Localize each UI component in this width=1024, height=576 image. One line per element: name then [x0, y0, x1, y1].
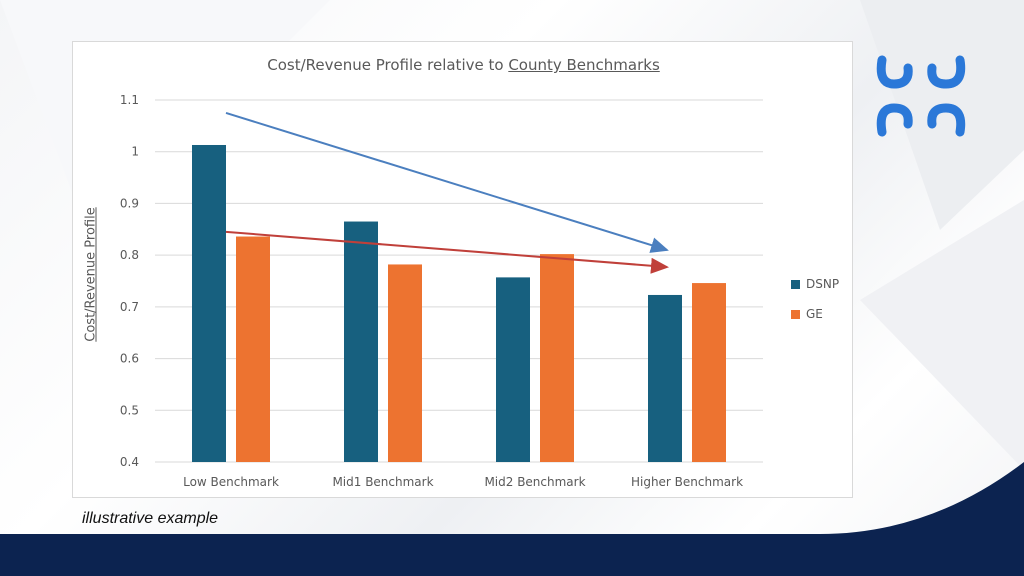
- bar-dsnp: [648, 294, 682, 462]
- y-tick-label: 0.4: [120, 455, 139, 469]
- bar-ge: [388, 264, 422, 462]
- background-facet: [860, 0, 1024, 230]
- x-tick-label: Mid2 Benchmark: [484, 475, 585, 489]
- logo-stroke: [876, 55, 913, 89]
- chart-title: Cost/Revenue Profile relative to County …: [73, 56, 854, 74]
- x-tick-label: Higher Benchmark: [631, 475, 743, 489]
- legend-item-ge: GE: [791, 299, 839, 329]
- x-tick-label: Mid1 Benchmark: [332, 475, 433, 489]
- legend-label-dsnp: DSNP: [806, 277, 840, 291]
- background-facet: [860, 200, 1024, 470]
- y-tick-label: 0.7: [120, 300, 139, 314]
- bar-dsnp: [496, 277, 530, 462]
- chart-title-prefix: Cost/Revenue Profile relative to: [267, 56, 509, 74]
- bar-ge: [540, 254, 574, 462]
- legend-item-dsnp: DSNP: [791, 269, 839, 299]
- x-tick-label: Low Benchmark: [183, 475, 279, 489]
- chart-title-emphasis: County Benchmarks: [508, 56, 660, 74]
- trend-arrow-dsnp: [225, 111, 669, 253]
- bar-dsnp: [344, 221, 378, 462]
- plot-area: 1.1 1 0.9 0.8 0.7 0.6 0.5 0.4 Low Benchmark Mid1 …: [120, 93, 763, 489]
- logo-stroke: [876, 103, 913, 137]
- logo-stroke: [927, 55, 966, 89]
- bar-ge: [236, 236, 270, 462]
- y-tick-label: 0.5: [120, 403, 139, 417]
- legend-label-ge: GE: [806, 307, 823, 321]
- y-tick-label: 0.9: [120, 196, 139, 210]
- bar-dsnp: [192, 144, 226, 462]
- y-tick-label: 0.6: [120, 352, 139, 366]
- legend-swatch-ge: [791, 309, 800, 319]
- footnote: illustrative example: [82, 510, 219, 527]
- y-tick-label: 0.8: [120, 248, 139, 262]
- legend: DSNP GE: [791, 269, 839, 329]
- y-tick-label: 1.1: [120, 93, 139, 107]
- abstract-brackets-logo-icon: [876, 55, 966, 137]
- chart-panel: Cost/Revenue Profile relative to County …: [72, 41, 853, 498]
- bar-ge: [692, 283, 726, 462]
- legend-swatch-dsnp: [791, 279, 800, 289]
- trend-arrow-ge: [225, 230, 669, 274]
- footer-band: [0, 462, 1024, 576]
- y-tick-label: 1: [131, 145, 139, 159]
- logo-stroke: [927, 103, 966, 137]
